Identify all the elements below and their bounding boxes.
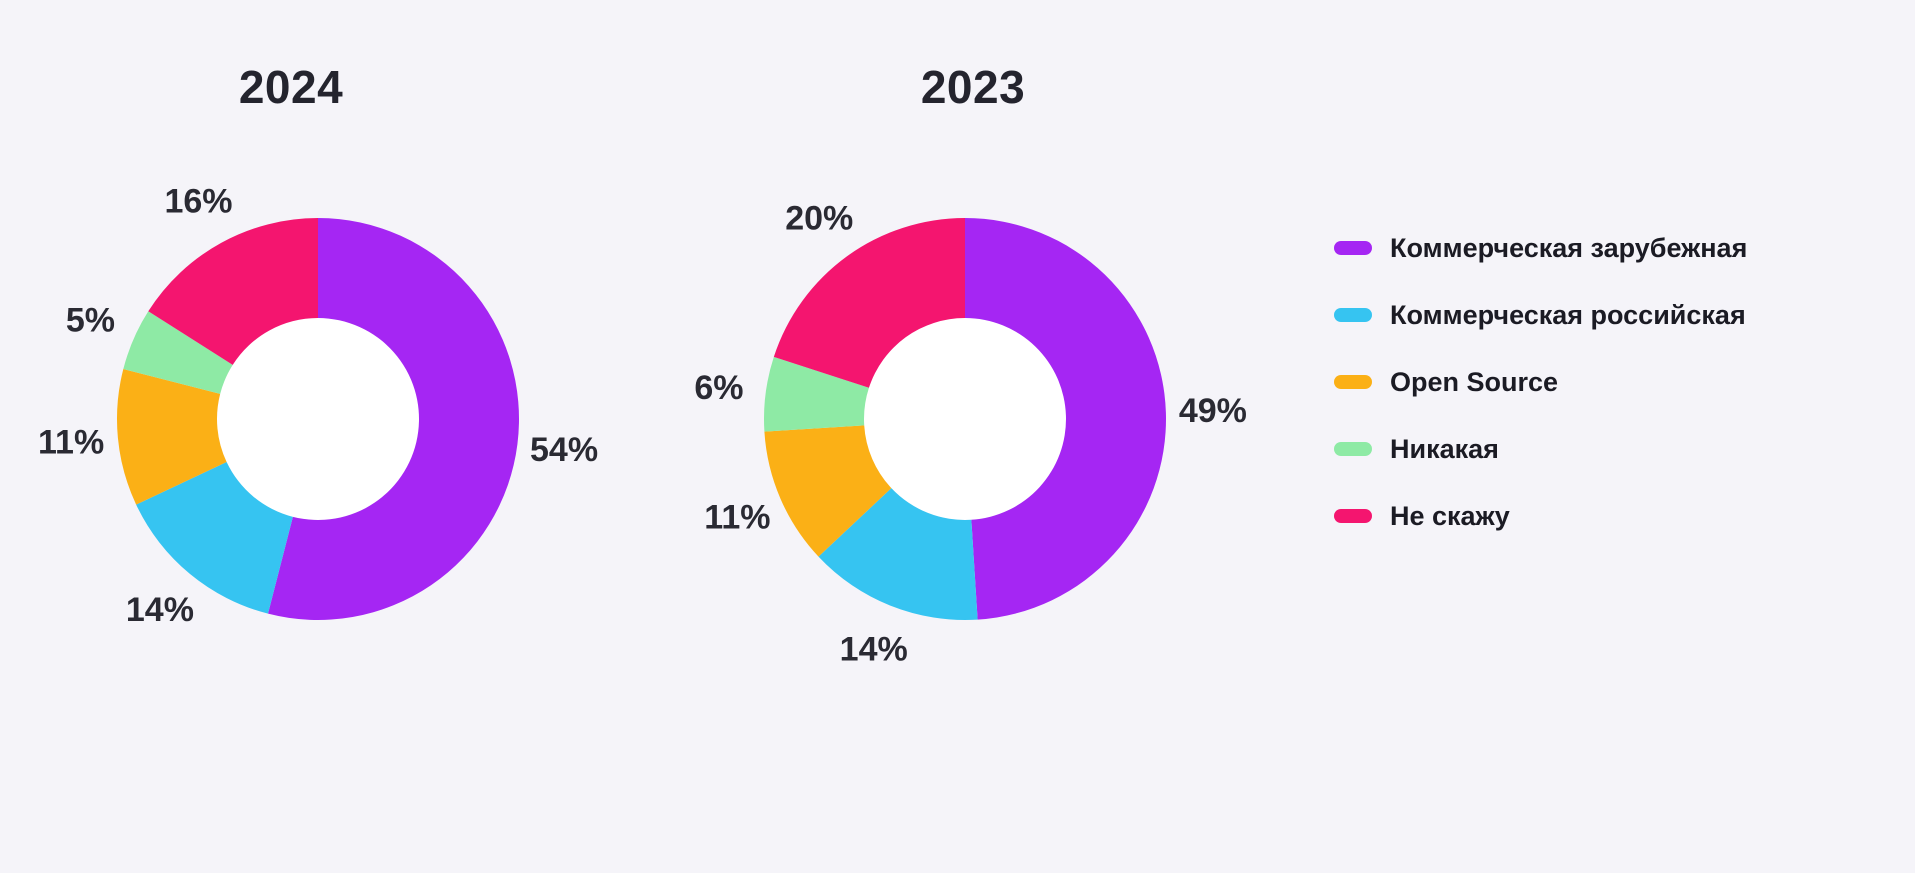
legend: Коммерческая зарубежная Коммерческая рос…: [1334, 232, 1747, 532]
pie-slice-4: [148, 218, 318, 365]
pie-slice-4: [773, 218, 965, 388]
pie-slice-2: [764, 425, 892, 557]
value-label: 20%: [785, 199, 853, 237]
value-label: 11%: [704, 498, 770, 536]
legend-swatch-icon: [1334, 442, 1372, 456]
pie-slice-3: [764, 356, 869, 432]
value-label: 6%: [694, 369, 743, 407]
legend-item-label: Никакая: [1390, 433, 1499, 464]
value-label: 5%: [66, 302, 115, 340]
legend-item-label: Не скажу: [1390, 500, 1510, 531]
pie-slice-0: [268, 218, 519, 621]
pie-slice-3: [123, 311, 233, 394]
legend-swatch-icon: [1334, 241, 1372, 255]
legend-item-label: Коммерческая зарубежная: [1390, 232, 1748, 263]
legend-item-label: Коммерческая российская: [1390, 299, 1746, 330]
value-label: 54%: [530, 431, 598, 469]
value-label: 16%: [164, 183, 232, 221]
chart-title-2023: 2023: [920, 61, 1026, 113]
legend-item-none: Никакая: [1334, 433, 1747, 465]
donut-chart-2023: 49% 14% 11% 6% 20%: [694, 199, 1247, 669]
legend-item-commercial-foreign: Коммерческая зарубежная: [1334, 232, 1747, 264]
value-label: 14%: [126, 591, 194, 629]
value-label: 49%: [1179, 392, 1247, 430]
legend-swatch-icon: [1334, 308, 1372, 322]
chart-title-2024: 2024: [238, 61, 344, 113]
donut-hole: [864, 318, 1066, 520]
donut-chart-2024: 54% 14% 11% 5% 16%: [38, 183, 598, 629]
legend-swatch-icon: [1334, 509, 1372, 523]
pie-slice-0: [965, 218, 1167, 620]
legend-item-label: Open Source: [1390, 366, 1559, 397]
pie-slice-1: [136, 462, 293, 614]
pie-slice-1: [818, 488, 978, 620]
legend-swatch-icon: [1334, 375, 1372, 389]
value-label: 14%: [840, 631, 908, 669]
donut-hole: [217, 318, 419, 520]
legend-item-wont-say: Не скажу: [1334, 500, 1747, 532]
pie-slice-2: [117, 369, 227, 505]
legend-item-commercial-russian: Коммерческая российская: [1334, 299, 1747, 331]
legend-item-open-source: Open Source: [1334, 366, 1747, 398]
value-label: 11%: [38, 423, 104, 461]
